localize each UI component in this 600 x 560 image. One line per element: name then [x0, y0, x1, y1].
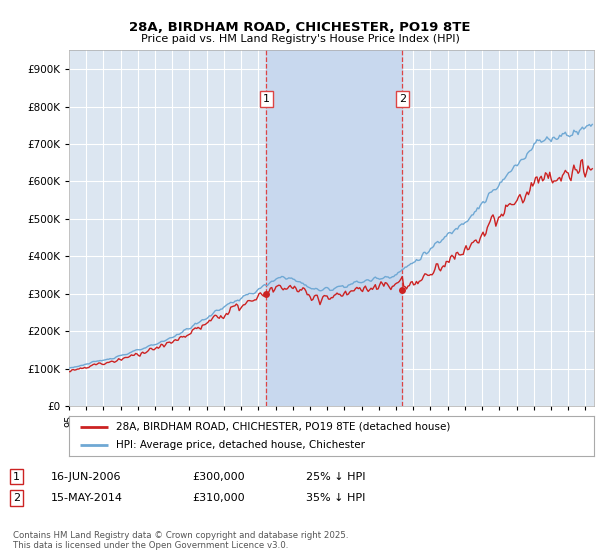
Bar: [266, 50, 403, 406]
Text: Price paid vs. HM Land Registry's House Price Index (HPI): Price paid vs. HM Land Registry's House …: [140, 34, 460, 44]
Text: 2: 2: [399, 94, 406, 104]
Text: 35% ↓ HPI: 35% ↓ HPI: [306, 493, 365, 503]
Text: 16-JUN-2006: 16-JUN-2006: [51, 472, 121, 482]
Text: £310,000: £310,000: [192, 493, 245, 503]
Text: 15-MAY-2014: 15-MAY-2014: [51, 493, 123, 503]
Text: 28A, BIRDHAM ROAD, CHICHESTER, PO19 8TE: 28A, BIRDHAM ROAD, CHICHESTER, PO19 8TE: [129, 21, 471, 34]
Text: 2: 2: [13, 493, 20, 503]
Text: Contains HM Land Registry data © Crown copyright and database right 2025.
This d: Contains HM Land Registry data © Crown c…: [13, 531, 349, 550]
Text: 1: 1: [263, 94, 270, 104]
Text: 25% ↓ HPI: 25% ↓ HPI: [306, 472, 365, 482]
Text: 1: 1: [13, 472, 20, 482]
Text: 28A, BIRDHAM ROAD, CHICHESTER, PO19 8TE (detached house): 28A, BIRDHAM ROAD, CHICHESTER, PO19 8TE …: [116, 422, 451, 432]
Text: £300,000: £300,000: [192, 472, 245, 482]
Text: HPI: Average price, detached house, Chichester: HPI: Average price, detached house, Chic…: [116, 440, 365, 450]
